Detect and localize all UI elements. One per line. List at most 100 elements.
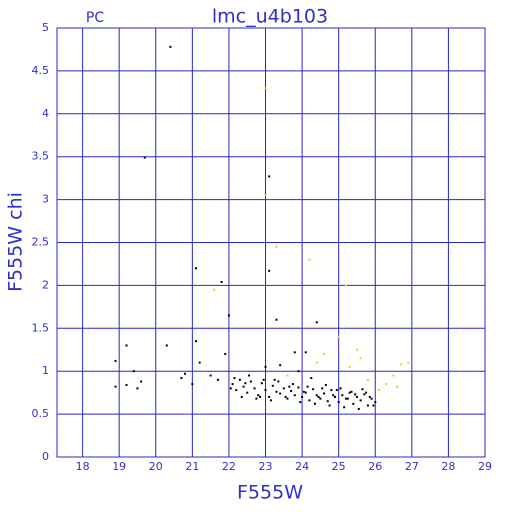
point	[195, 267, 198, 270]
x-tick-label: 28	[441, 460, 455, 473]
point	[334, 395, 337, 398]
point	[291, 383, 294, 386]
point	[304, 391, 307, 394]
point	[359, 357, 362, 360]
x-tick-label: 24	[295, 460, 309, 473]
y-tick-label: 4.5	[32, 64, 50, 77]
point	[335, 389, 338, 392]
chart-subtitle: PC	[86, 10, 104, 26]
point	[255, 397, 258, 400]
point	[259, 395, 262, 398]
y-tick-label: 0	[42, 450, 49, 463]
point	[273, 378, 276, 381]
point	[323, 353, 326, 356]
point	[313, 402, 316, 405]
point	[216, 378, 219, 381]
point	[246, 391, 249, 394]
point	[366, 378, 369, 381]
point	[288, 385, 291, 388]
point	[355, 348, 358, 351]
point	[372, 404, 375, 407]
x-tick-label: 21	[185, 460, 199, 473]
point	[297, 370, 300, 373]
point	[396, 385, 399, 388]
point	[253, 387, 256, 390]
point	[125, 344, 128, 347]
point	[268, 175, 271, 178]
point	[169, 45, 172, 48]
point	[257, 394, 260, 397]
x-tick-label: 19	[112, 460, 126, 473]
point	[136, 387, 139, 390]
point	[339, 387, 342, 390]
point	[337, 401, 340, 404]
point	[321, 387, 324, 390]
point	[299, 401, 302, 404]
point	[348, 391, 351, 394]
point	[248, 374, 251, 377]
point	[140, 380, 143, 383]
point	[264, 365, 267, 368]
point	[264, 389, 267, 392]
point	[302, 390, 305, 393]
point	[213, 288, 216, 291]
x-tick-label: 23	[259, 460, 273, 473]
point	[290, 389, 293, 392]
point	[284, 395, 287, 398]
point	[330, 389, 333, 392]
point	[312, 388, 315, 391]
point	[328, 404, 331, 407]
point	[344, 397, 347, 400]
x-tick-label: 20	[149, 460, 163, 473]
point	[114, 359, 117, 362]
point	[304, 351, 307, 354]
y-tick-label: 5	[42, 21, 49, 34]
point	[286, 397, 289, 400]
point	[262, 378, 265, 381]
y-axis-label: F555W chi	[5, 192, 27, 292]
point	[337, 335, 340, 338]
point	[368, 395, 371, 398]
point	[324, 383, 327, 386]
x-tick-label: 27	[405, 460, 419, 473]
x-tick-label: 25	[332, 460, 346, 473]
point	[385, 383, 388, 386]
point	[286, 374, 289, 377]
point	[407, 361, 410, 364]
point	[399, 363, 402, 366]
point	[315, 394, 318, 397]
point	[240, 395, 243, 398]
point	[231, 383, 234, 386]
point	[315, 321, 318, 324]
point	[323, 392, 326, 395]
point	[359, 399, 362, 402]
point	[220, 280, 223, 283]
point	[344, 284, 347, 287]
point	[306, 385, 309, 388]
point	[354, 393, 357, 396]
point	[264, 87, 267, 90]
point	[184, 372, 187, 375]
point	[260, 382, 263, 385]
point	[377, 389, 380, 392]
point	[315, 361, 318, 364]
point	[350, 390, 353, 393]
point	[374, 401, 377, 404]
point	[235, 389, 238, 392]
point	[242, 385, 245, 388]
point	[308, 258, 311, 261]
point	[275, 318, 278, 321]
point	[297, 386, 300, 389]
point	[195, 340, 198, 343]
y-tick-label: 0.5	[32, 407, 50, 420]
point	[301, 395, 304, 398]
point	[238, 378, 241, 381]
point	[224, 353, 227, 356]
point	[229, 387, 232, 390]
point	[279, 392, 282, 395]
y-tick-label: 3.5	[32, 150, 50, 163]
point	[198, 361, 201, 364]
point	[310, 377, 313, 380]
point	[275, 390, 278, 393]
